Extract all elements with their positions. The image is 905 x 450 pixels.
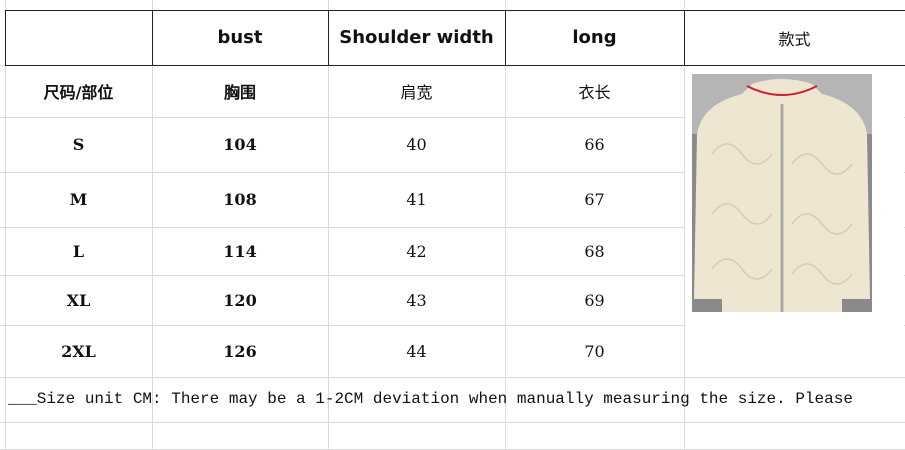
table-cell: 108: [223, 190, 257, 209]
grid-line: [684, 0, 685, 449]
header-border: [684, 10, 685, 66]
grid-line: [152, 0, 153, 449]
table-cell: 肩宽: [400, 83, 433, 102]
header-border: [152, 10, 153, 66]
table-cell: 尺码/部位: [43, 83, 114, 102]
grid-line: [5, 0, 6, 449]
table-cell: 104: [223, 135, 257, 154]
table-cell: 114: [223, 241, 257, 261]
table-cell: 2XL: [61, 341, 96, 361]
table-cell: 42: [406, 241, 427, 261]
table-cell: 衣长: [578, 83, 611, 102]
header-border: [5, 65, 905, 66]
header-border: [5, 10, 905, 11]
grid-line: [0, 117, 905, 118]
table-cell: 120: [223, 290, 257, 310]
table-cell: M: [69, 190, 88, 209]
header-border: [5, 10, 6, 66]
header-cell: long: [572, 27, 617, 48]
grid-line: [0, 325, 905, 326]
table-cell: L: [72, 241, 85, 261]
note: ___Size unit CM: There may be a 1-2CM de…: [8, 390, 853, 408]
grid-line: [328, 0, 329, 449]
table-cell: 67: [584, 190, 605, 209]
header-border: [328, 10, 329, 66]
product-photo: [692, 74, 872, 312]
table-cell: 70: [584, 341, 605, 361]
grid-line: [0, 275, 905, 276]
grid-line: [0, 172, 905, 173]
header-cell: bust: [217, 27, 263, 48]
grid-line: [505, 0, 506, 449]
table-cell: 41: [406, 190, 427, 209]
table-cell: XL: [66, 290, 91, 310]
header-cell: Shoulder width: [339, 27, 494, 48]
grid-line: [0, 422, 905, 423]
table-cell: 126: [223, 341, 257, 361]
header-cell: 款式: [778, 29, 811, 49]
table-cell: 胸围: [223, 83, 256, 102]
header-border: [505, 10, 506, 66]
table-cell: S: [72, 135, 85, 154]
table-cell: 40: [406, 135, 427, 154]
table-cell: 68: [584, 241, 605, 261]
grid-line: [0, 227, 905, 228]
table-cell: 43: [406, 290, 427, 310]
table-cell: 44: [406, 341, 427, 361]
table-cell: 69: [584, 290, 605, 310]
table-cell: 66: [584, 135, 605, 154]
grid-line: [0, 377, 905, 378]
